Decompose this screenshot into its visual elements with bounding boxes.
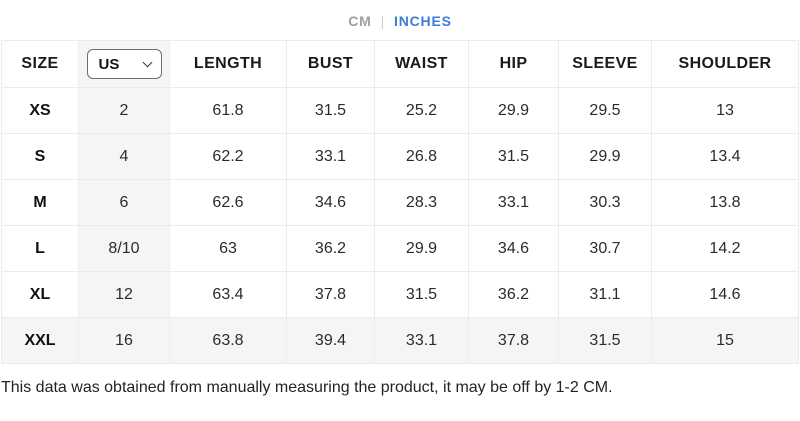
- column-header-size: SIZE: [1, 40, 79, 88]
- measurement-cell: 39.4: [286, 317, 375, 364]
- measurement-cell: 4: [78, 133, 170, 180]
- measurement-cell: 33.1: [286, 133, 375, 180]
- size-label: M: [1, 179, 79, 226]
- column-header-sleeve: SLEEVE: [558, 40, 652, 88]
- measurement-cell: 63.4: [169, 271, 287, 318]
- column-header-us: US: [78, 40, 170, 88]
- column-header-bust: BUST: [286, 40, 375, 88]
- measurement-cell: 30.3: [558, 179, 652, 226]
- country-size-select[interactable]: US: [86, 49, 162, 79]
- table-row: M 6 62.6 34.6 28.3 33.1 30.3 13.8: [1, 179, 799, 226]
- table-row: XXL 16 63.8 39.4 33.1 37.8 31.5 15: [1, 317, 799, 364]
- measurement-cell: 31.5: [558, 317, 652, 364]
- measurement-cell: 34.6: [468, 225, 559, 272]
- measurement-cell: 63.8: [169, 317, 287, 364]
- measurement-cell: 62.2: [169, 133, 287, 180]
- size-table-body: XS 2 61.8 31.5 25.2 29.9 29.5 13 S 4 62.2 33.1 26.8 3…: [1, 87, 799, 364]
- measurement-cell: 31.5: [374, 271, 469, 318]
- column-header-shoulder: SHOULDER: [651, 40, 799, 88]
- unit-option-cm[interactable]: CM: [348, 13, 372, 29]
- measurement-cell: 28.3: [374, 179, 469, 226]
- measurement-cell: 33.1: [468, 179, 559, 226]
- measurement-cell: 29.5: [558, 87, 652, 134]
- measurement-cell: 33.1: [374, 317, 469, 364]
- column-header-hip: HIP: [468, 40, 559, 88]
- us-size-select-wrapper: US: [86, 49, 162, 79]
- header-row: SIZE US LENGTH BUST WAIST HIP SLEEVE SHO…: [1, 40, 799, 88]
- measurement-cell: 30.7: [558, 225, 652, 272]
- measurement-cell: 25.2: [374, 87, 469, 134]
- measurement-cell: 13.8: [651, 179, 799, 226]
- column-header-length: LENGTH: [169, 40, 287, 88]
- table-row: L 8/10 63 36.2 29.9 34.6 30.7 14.2: [1, 225, 799, 272]
- measurement-cell: 31.5: [286, 87, 375, 134]
- measurement-cell: 34.6: [286, 179, 375, 226]
- size-label: XXL: [1, 317, 79, 364]
- measurement-cell: 13: [651, 87, 799, 134]
- measurement-cell: 16: [78, 317, 170, 364]
- measurement-cell: 37.8: [286, 271, 375, 318]
- measurement-cell: 61.8: [169, 87, 287, 134]
- size-label: S: [1, 133, 79, 180]
- size-chart-table: SIZE US LENGTH BUST WAIST HIP SLEEVE SHO…: [1, 40, 799, 364]
- measurement-cell: 29.9: [374, 225, 469, 272]
- measurement-cell: 14.2: [651, 225, 799, 272]
- measurement-cell: 6: [78, 179, 170, 226]
- measurement-cell: 62.6: [169, 179, 287, 226]
- unit-toggle: CM | INCHES: [0, 0, 800, 40]
- table-row: XL 12 63.4 37.8 31.5 36.2 31.1 14.6: [1, 271, 799, 318]
- measurement-cell: 15: [651, 317, 799, 364]
- size-label: XS: [1, 87, 79, 134]
- size-label: L: [1, 225, 79, 272]
- measurement-cell: 37.8: [468, 317, 559, 364]
- measurement-cell: 31.5: [468, 133, 559, 180]
- measurement-cell: 12: [78, 271, 170, 318]
- measurement-disclaimer: This data was obtained from manually mea…: [1, 379, 613, 396]
- column-header-waist: WAIST: [374, 40, 469, 88]
- size-label: XL: [1, 271, 79, 318]
- measurement-cell: 31.1: [558, 271, 652, 318]
- measurement-cell: 29.9: [558, 133, 652, 180]
- measurement-cell: 36.2: [286, 225, 375, 272]
- table-row: S 4 62.2 33.1 26.8 31.5 29.9 13.4: [1, 133, 799, 180]
- measurement-cell: 26.8: [374, 133, 469, 180]
- measurement-cell: 8/10: [78, 225, 170, 272]
- measurement-cell: 13.4: [651, 133, 799, 180]
- unit-separator: |: [380, 13, 386, 29]
- measurement-cell: 36.2: [468, 271, 559, 318]
- measurement-cell: 29.9: [468, 87, 559, 134]
- measurement-cell: 63: [169, 225, 287, 272]
- table-row: XS 2 61.8 31.5 25.2 29.9 29.5 13: [1, 87, 799, 134]
- measurement-cell: 14.6: [651, 271, 799, 318]
- measurement-cell: 2: [78, 87, 170, 134]
- unit-option-inches[interactable]: INCHES: [394, 13, 452, 29]
